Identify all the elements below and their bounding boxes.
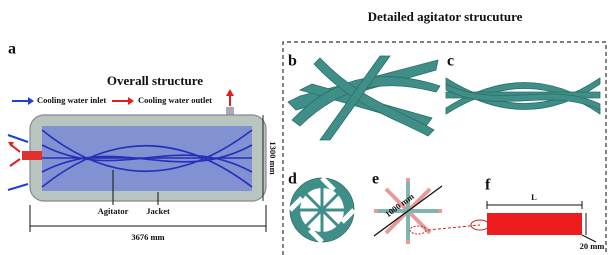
blade-section: [487, 213, 582, 235]
panel-label: b: [288, 53, 297, 70]
panel-label: f: [485, 177, 491, 194]
legend: Cooling water inlet Cooling water outlet: [12, 95, 212, 105]
panel-label: e: [372, 171, 379, 188]
legend-label: Cooling water inlet: [37, 95, 106, 105]
dimension-label: 1300 mm: [268, 141, 278, 174]
dimension-label: 20 mm: [580, 241, 605, 251]
component-label: Agitator: [98, 206, 129, 216]
component-label: Jacket: [146, 206, 170, 216]
agitator-end: [290, 178, 354, 242]
vessel: [8, 89, 266, 201]
dimension-line: [487, 201, 582, 209]
dimension-label: L: [531, 192, 537, 202]
figure-title: Detailed agitator strucuture: [368, 9, 523, 24]
figure: Detailed agitator strucuture a Overall s…: [0, 0, 609, 255]
dimension-label: 3676 mm: [131, 232, 164, 242]
panel-label: a: [8, 41, 16, 58]
panel-label: c: [447, 53, 454, 70]
panel-title: Overall structure: [107, 73, 203, 88]
panel-label: d: [288, 171, 297, 188]
dimension-line: [582, 213, 596, 242]
legend-label: Cooling water outlet: [138, 95, 212, 105]
agitator-3d: [288, 56, 440, 140]
agitator-side: [446, 78, 600, 114]
